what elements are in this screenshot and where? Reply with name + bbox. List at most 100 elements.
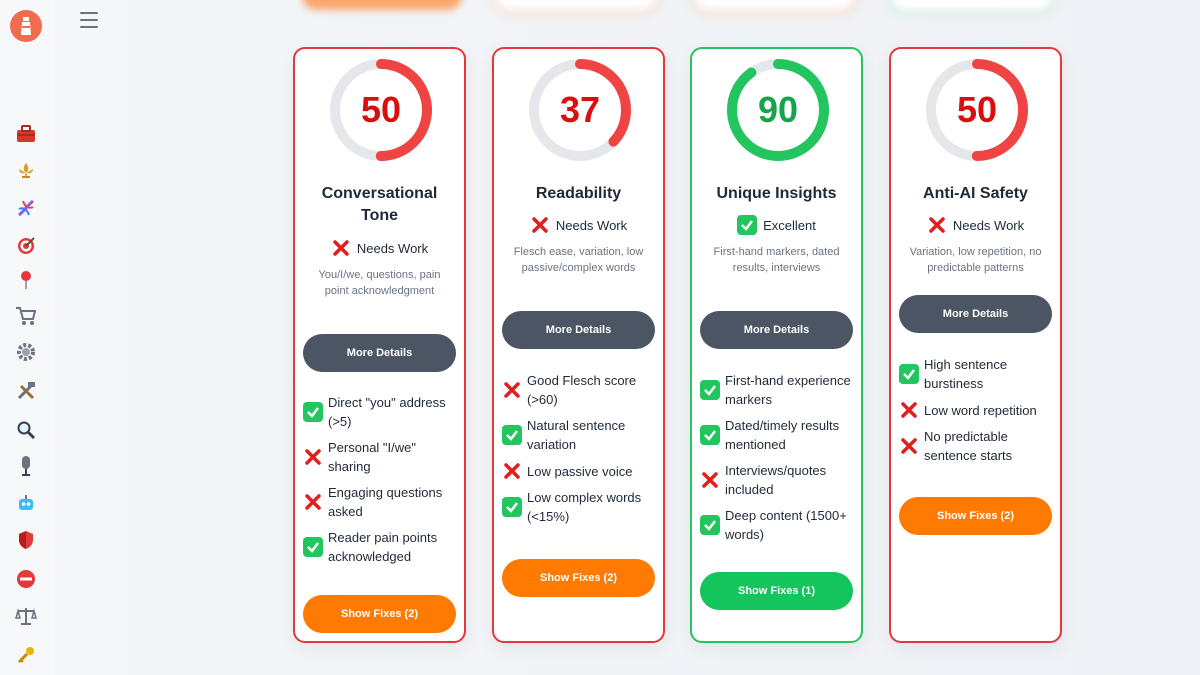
score-gauge-ring	[727, 59, 829, 161]
score-gauge-ring	[926, 59, 1028, 161]
more-details-button[interactable]: More Details	[700, 311, 853, 349]
check-text: Engaging questions asked	[328, 485, 443, 519]
key-icon[interactable]	[14, 643, 38, 667]
menu-line	[80, 12, 98, 14]
dna-icon[interactable]	[14, 196, 38, 220]
status-row: Excellent	[692, 215, 861, 235]
list-item: Low passive voice	[502, 461, 657, 481]
shield-icon[interactable]	[14, 528, 38, 552]
microphone-icon[interactable]	[14, 454, 38, 478]
score-value: 90	[757, 89, 799, 130]
status-row: Needs Work	[295, 238, 464, 258]
list-item: Direct "you" address (>5)	[303, 393, 458, 431]
score-card-anti-ai-safety: 50 Anti-AI Safety Needs Work Variation, …	[889, 47, 1062, 643]
score-value: 37	[559, 89, 601, 130]
status-row: Needs Work	[494, 215, 663, 235]
score-gauge-ring	[330, 59, 432, 161]
toolbox-icon[interactable]	[14, 122, 38, 146]
target-icon[interactable]	[14, 233, 38, 257]
list-item: Deep content (1500+ words)	[700, 506, 855, 544]
score-gauge: 90	[725, 57, 831, 163]
check-text: Reader pain points acknowledged	[328, 530, 438, 564]
cross-mark-icon	[530, 215, 550, 235]
cross-mark-icon	[927, 215, 947, 235]
score-gauge: 50	[328, 57, 434, 163]
check-text: Low word repetition	[924, 402, 1037, 418]
check-mark-icon	[737, 215, 758, 235]
list-item: Interviews/quotes included	[700, 461, 855, 499]
show-fixes-button[interactable]: Show Fixes (2)	[303, 595, 456, 633]
check-text: Interviews/quotes included	[725, 463, 827, 497]
check-text: First-hand experience markers	[725, 373, 851, 407]
card-title: Unique Insights	[716, 185, 837, 202]
menu-line	[80, 19, 98, 21]
more-details-button[interactable]: More Details	[303, 334, 456, 372]
check-text: Direct "you" address (>5)	[328, 395, 446, 429]
partial-card-top	[302, 0, 462, 10]
check-mark-icon	[502, 497, 522, 517]
list-item: Low complex words (<15%)	[502, 488, 657, 526]
check-mark-icon	[899, 364, 919, 384]
score-card-unique-insights: 90 Unique Insights Excellent First-hand …	[690, 47, 863, 643]
status-label: Needs Work	[356, 240, 429, 256]
cross-mark-icon	[899, 436, 919, 456]
status-label: Excellent	[763, 217, 816, 233]
cross-mark-icon	[303, 447, 323, 467]
score-gauge: 50	[924, 57, 1030, 163]
check-text: High sentence burstiness	[924, 357, 1008, 391]
tools-icon[interactable]	[14, 379, 38, 403]
robot-icon[interactable]	[14, 491, 38, 515]
check-mark-icon	[303, 537, 323, 557]
card-description: Variation, low repetition, no predictabl…	[909, 246, 1042, 274]
list-item: Good Flesch score (>60)	[502, 371, 657, 409]
list-item: High sentence burstiness	[899, 355, 1054, 393]
status-label: Needs Work	[555, 217, 628, 233]
check-mark-icon	[700, 380, 720, 400]
check-text: Low passive voice	[527, 463, 633, 479]
list-item: First-hand experience markers	[700, 371, 855, 409]
show-fixes-button[interactable]: Show Fixes (2)	[899, 497, 1052, 535]
score-gauge: 37	[527, 57, 633, 163]
status-label: Needs Work	[952, 217, 1025, 233]
check-text: No predictable sentence starts	[924, 429, 1013, 463]
check-list: Good Flesch score (>60) Natural sentence…	[502, 371, 657, 533]
search-icon[interactable]	[14, 418, 38, 442]
list-item: Dated/timely results mentioned	[700, 416, 855, 454]
check-mark-icon	[700, 425, 720, 445]
partial-card-top	[694, 0, 854, 10]
show-fixes-button[interactable]: Show Fixes (2)	[502, 559, 655, 597]
cross-mark-icon	[899, 400, 919, 420]
cart-icon[interactable]	[14, 304, 38, 328]
sidebar	[0, 0, 54, 675]
partial-card-top	[892, 0, 1052, 10]
fleur-de-lis-icon[interactable]	[14, 160, 38, 184]
check-mark-icon	[700, 515, 720, 535]
scales-icon[interactable]	[14, 604, 38, 628]
check-list: High sentence burstiness Low word repeti…	[899, 355, 1054, 472]
score-gauge-ring	[529, 59, 631, 161]
no-entry-icon[interactable]	[14, 567, 38, 591]
show-fixes-button[interactable]: Show Fixes (1)	[700, 572, 853, 610]
cross-mark-icon	[303, 492, 323, 512]
check-text: Dated/timely results mentioned	[725, 418, 840, 452]
card-title: Readability	[535, 185, 622, 202]
score-card-readability: 37 Readability Needs Work Flesch ease, v…	[492, 47, 665, 643]
check-list: First-hand experience markers Dated/time…	[700, 371, 855, 551]
card-title: Conversational Tone	[321, 185, 438, 224]
list-item: Natural sentence variation	[502, 416, 657, 454]
status-row: Needs Work	[891, 215, 1060, 235]
menu-toggle-button[interactable]	[80, 12, 98, 28]
pin-icon[interactable]	[14, 268, 38, 292]
gear-icon[interactable]	[14, 340, 38, 364]
check-text: Deep content (1500+ words)	[725, 508, 847, 542]
list-item: Reader pain points acknowledged	[303, 528, 458, 566]
lighthouse-logo-icon[interactable]	[10, 10, 42, 42]
more-details-button[interactable]: More Details	[899, 295, 1052, 333]
card-description: First-hand markers, dated results, inter…	[713, 246, 840, 274]
more-details-button[interactable]: More Details	[502, 311, 655, 349]
card-description: You/I/we, questions, pain point acknowle…	[318, 269, 441, 297]
list-item: Personal "I/we" sharing	[303, 438, 458, 476]
menu-line	[80, 26, 98, 28]
score-value: 50	[956, 89, 998, 130]
check-text: Good Flesch score (>60)	[527, 373, 637, 407]
